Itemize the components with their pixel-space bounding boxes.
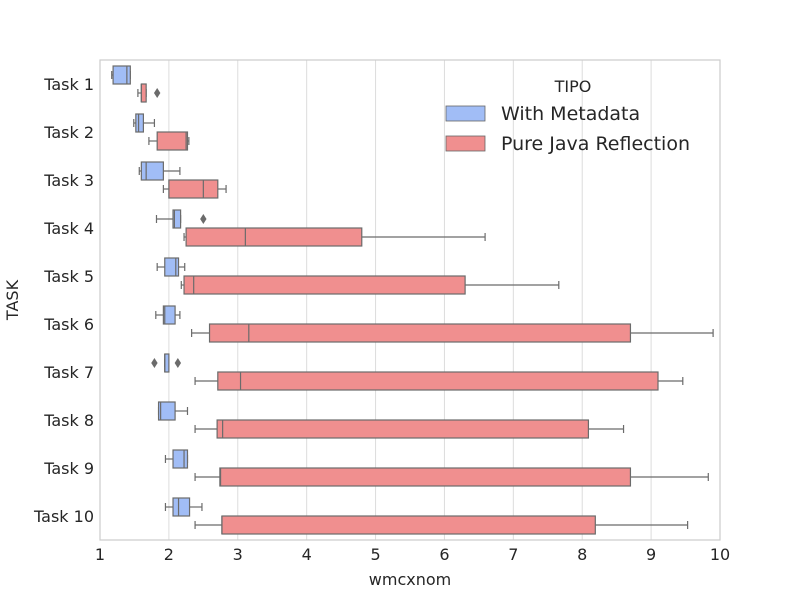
legend-label-pure-java-reflection: Pure Java Reflection	[501, 133, 690, 155]
y-tick-labels: Task 1 Task 2 Task 3 Task 4 Task 5 Task 6 Task…	[33, 75, 94, 526]
box-with-metadata-task-8	[157, 401, 189, 421]
box-iqr	[135, 113, 144, 133]
box-iqr	[172, 497, 191, 517]
box-with-metadata-task-5	[156, 257, 186, 277]
y-tick-label: Task 4	[43, 219, 94, 238]
y-axis-label: TASK	[3, 279, 22, 321]
box-iqr	[162, 305, 176, 325]
box-pure-java-reflection-task-4	[183, 227, 486, 247]
y-tick-label: Task 1	[43, 75, 94, 94]
box-pure-java-reflection-task-2	[148, 131, 190, 151]
box-iqr	[112, 65, 131, 85]
x-tick-label: 1	[95, 545, 105, 564]
box-pure-java-reflection-task-9	[194, 467, 709, 487]
box-iqr	[172, 449, 189, 469]
box-with-metadata-task-1	[111, 65, 131, 85]
y-tick-label: Task 5	[43, 267, 94, 286]
y-tick-label: Task 9	[43, 459, 94, 478]
outlier-point	[151, 358, 158, 368]
legend-swatch-with-metadata	[445, 105, 486, 122]
box-iqr	[185, 227, 363, 247]
box-pure-java-reflection-task-7	[194, 371, 684, 391]
box-with-metadata-task-9	[164, 449, 189, 469]
box-iqr	[140, 161, 164, 181]
box-pure-java-reflection-task-1	[137, 83, 161, 103]
box-pure-java-reflection-task-10	[194, 515, 689, 535]
x-tick-label: 9	[646, 545, 656, 564]
x-tick-label: 6	[439, 545, 449, 564]
box-with-metadata-task-3	[138, 161, 181, 181]
box-iqr	[183, 275, 466, 295]
plot-background	[100, 60, 720, 540]
box-with-metadata-task-7	[151, 353, 182, 373]
box-iqr	[208, 323, 632, 343]
y-tick-label: Task 10	[33, 507, 94, 526]
legend-label-with-metadata: With Metadata	[501, 103, 640, 125]
boxes-layer	[111, 65, 714, 535]
outlier-point	[153, 88, 161, 98]
legend: TIPO With Metadata Pure Java Reflection	[445, 77, 690, 155]
y-tick-label: Task 6	[43, 315, 94, 334]
box-pure-java-reflection-task-6	[191, 323, 714, 343]
y-tick-label: Task 3	[43, 171, 94, 190]
x-axis-label: wmcxnom	[369, 570, 451, 589]
box-iqr	[164, 353, 170, 373]
box-iqr	[217, 371, 659, 391]
x-tick-labels: 1 2 3 4 5 6 7 8 9 10	[95, 545, 730, 564]
box-iqr	[157, 401, 176, 421]
box-iqr	[156, 131, 189, 151]
x-tick-label: 4	[302, 545, 312, 564]
box-iqr	[164, 257, 180, 277]
box-with-metadata-task-10	[164, 497, 203, 517]
box-iqr	[221, 515, 596, 535]
box-pure-java-reflection-task-3	[162, 179, 227, 199]
x-tick-label: 2	[164, 545, 174, 564]
x-tick-label: 5	[370, 545, 380, 564]
box-iqr	[140, 83, 147, 103]
x-tick-label: 7	[508, 545, 518, 564]
box-iqr	[219, 467, 632, 487]
x-tick-label: 8	[577, 545, 587, 564]
y-tick-label: Task 8	[43, 411, 94, 430]
box-pure-java-reflection-task-8	[194, 419, 625, 439]
box-iqr	[216, 419, 590, 439]
plot-frame	[99, 59, 721, 541]
box-with-metadata-task-6	[155, 305, 181, 325]
y-tick-label: Task 2	[43, 123, 94, 142]
y-tick-label: Task 7	[43, 363, 94, 382]
legend-swatch-pure-java-reflection	[445, 135, 486, 152]
x-tick-label: 10	[710, 545, 730, 564]
box-iqr	[168, 179, 219, 199]
outlier-point	[174, 358, 182, 368]
x-tick-label: 3	[233, 545, 243, 564]
outlier-point	[200, 214, 207, 224]
box-with-metadata-task-2	[133, 113, 156, 133]
box-iqr	[172, 209, 182, 229]
legend-title: TIPO	[554, 77, 592, 96]
box-pure-java-reflection-task-5	[180, 275, 560, 295]
box-with-metadata-task-4	[155, 209, 207, 229]
